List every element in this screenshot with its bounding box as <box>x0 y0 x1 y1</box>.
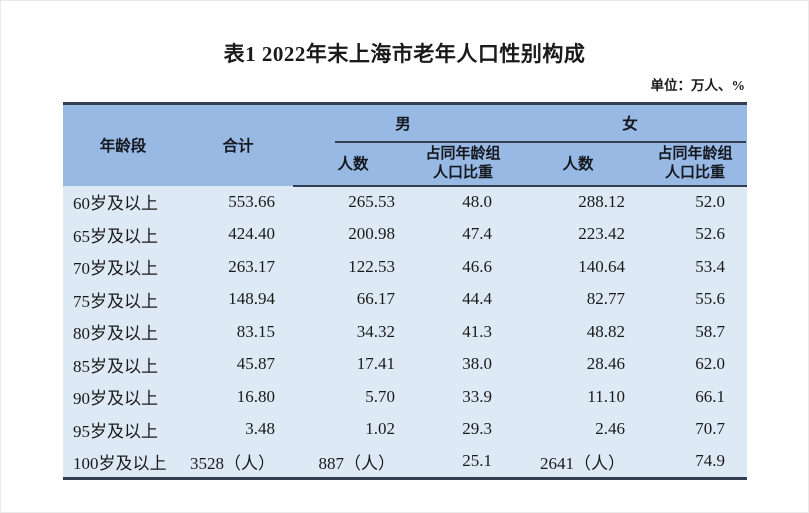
cell-age: 70岁及以上 <box>63 250 183 283</box>
table-header: 年龄段 合计 男 女 人数 占同年龄组 人口比重 人数 占同年龄组 人口比重 <box>63 103 748 187</box>
cell-male-count: 887（人） <box>293 445 413 478</box>
cell-total: 3.48 <box>183 413 293 446</box>
table-row: 100岁及以上 3528（人） 887（人） 25.1 2641（人） 74.9 <box>63 445 748 478</box>
cell-male-count: 17.41 <box>293 348 413 381</box>
cell-female-count: 11.10 <box>513 380 644 413</box>
cell-female-share: 62.0 <box>643 348 748 381</box>
cell-female-count: 223.42 <box>513 218 644 251</box>
cell-female-share: 52.6 <box>643 218 748 251</box>
cell-age: 90岁及以上 <box>63 380 183 413</box>
header-male-count: 人数 <box>293 141 413 187</box>
cell-age: 80岁及以上 <box>63 315 183 348</box>
cell-age: 95岁及以上 <box>63 413 183 446</box>
table-row: 80岁及以上 83.15 34.32 41.3 48.82 58.7 <box>63 315 748 348</box>
cell-male-count: 265.53 <box>293 185 413 218</box>
cell-male-count: 200.98 <box>293 218 413 251</box>
cell-female-count: 140.64 <box>513 250 644 283</box>
header-female-share-line1: 占同年龄组 <box>657 145 733 162</box>
table-row: 75岁及以上 148.94 66.17 44.4 82.77 55.6 <box>63 283 748 316</box>
cell-female-count: 288.12 <box>513 185 644 218</box>
cell-male-share: 33.9 <box>413 380 514 413</box>
cell-total: 45.87 <box>183 348 293 381</box>
cell-male-share: 38.0 <box>413 348 514 381</box>
cell-male-count: 5.70 <box>293 380 413 413</box>
cell-male-share: 48.0 <box>413 185 514 218</box>
cell-total: 83.15 <box>183 315 293 348</box>
cell-female-share: 52.0 <box>643 185 748 218</box>
cell-female-share: 74.9 <box>643 445 748 478</box>
table-row: 60岁及以上 553.66 265.53 48.0 288.12 52.0 <box>63 185 748 218</box>
cell-male-share: 41.3 <box>413 315 514 348</box>
table-row: 70岁及以上 263.17 122.53 46.6 140.64 53.4 <box>63 250 748 283</box>
cell-total: 16.80 <box>183 380 293 413</box>
cell-female-share: 58.7 <box>643 315 748 348</box>
cell-male-share: 44.4 <box>413 283 514 316</box>
cell-total: 424.40 <box>183 218 293 251</box>
population-table-container: 年龄段 合计 男 女 人数 占同年龄组 人口比重 人数 占同年龄组 人口比重 <box>63 102 748 480</box>
cell-female-count: 2641（人） <box>513 445 644 478</box>
cell-female-count: 48.82 <box>513 315 644 348</box>
cell-female-count: 2.46 <box>513 413 644 446</box>
table-row: 65岁及以上 424.40 200.98 47.4 223.42 52.6 <box>63 218 748 251</box>
cell-female-share: 66.1 <box>643 380 748 413</box>
header-male-share-line2: 人口比重 <box>433 164 494 181</box>
cell-total: 3528（人） <box>183 445 293 478</box>
cell-female-share: 55.6 <box>643 283 748 316</box>
table-row: 95岁及以上 3.48 1.02 29.3 2.46 70.7 <box>63 413 748 446</box>
cell-male-share: 25.1 <box>413 445 514 478</box>
header-male: 男 <box>293 103 514 142</box>
cell-male-share: 46.6 <box>413 250 514 283</box>
cell-female-share: 70.7 <box>643 413 748 446</box>
unit-note: 单位：万人、% <box>650 78 746 93</box>
cell-age: 60岁及以上 <box>63 185 183 218</box>
header-female-count: 人数 <box>513 141 644 187</box>
header-age-group: 年龄段 <box>63 103 183 186</box>
cell-male-share: 47.4 <box>413 218 514 251</box>
cell-total: 263.17 <box>183 250 293 283</box>
cell-age: 100岁及以上 <box>63 445 183 478</box>
cell-female-count: 28.46 <box>513 348 644 381</box>
cell-female-count: 82.77 <box>513 283 644 316</box>
header-female-share-line2: 人口比重 <box>665 164 726 181</box>
header-female: 女 <box>513 103 748 142</box>
cell-total: 553.66 <box>183 185 293 218</box>
cell-male-count: 66.17 <box>293 283 413 316</box>
table-row: 85岁及以上 45.87 17.41 38.0 28.46 62.0 <box>63 348 748 381</box>
cell-age: 85岁及以上 <box>63 348 183 381</box>
cell-age: 65岁及以上 <box>63 218 183 251</box>
cell-male-count: 34.32 <box>293 315 413 348</box>
cell-total: 148.94 <box>183 283 293 316</box>
cell-male-count: 1.02 <box>293 413 413 446</box>
cell-male-count: 122.53 <box>293 250 413 283</box>
cell-male-share: 29.3 <box>413 413 514 446</box>
header-male-share-line1: 占同年龄组 <box>425 145 501 162</box>
header-total: 合计 <box>183 103 293 186</box>
header-male-share: 占同年龄组 人口比重 <box>413 141 514 187</box>
population-table: 年龄段 合计 男 女 人数 占同年龄组 人口比重 人数 占同年龄组 人口比重 <box>63 102 748 480</box>
table-row: 90岁及以上 16.80 5.70 33.9 11.10 66.1 <box>63 380 748 413</box>
table-title: 表1 2022年末上海市老年人口性别构成 <box>223 42 586 66</box>
header-female-share: 占同年龄组 人口比重 <box>643 141 748 187</box>
cell-female-share: 53.4 <box>643 250 748 283</box>
table-body: 60岁及以上 553.66 265.53 48.0 288.12 52.0 65… <box>63 185 748 478</box>
cell-age: 75岁及以上 <box>63 283 183 316</box>
